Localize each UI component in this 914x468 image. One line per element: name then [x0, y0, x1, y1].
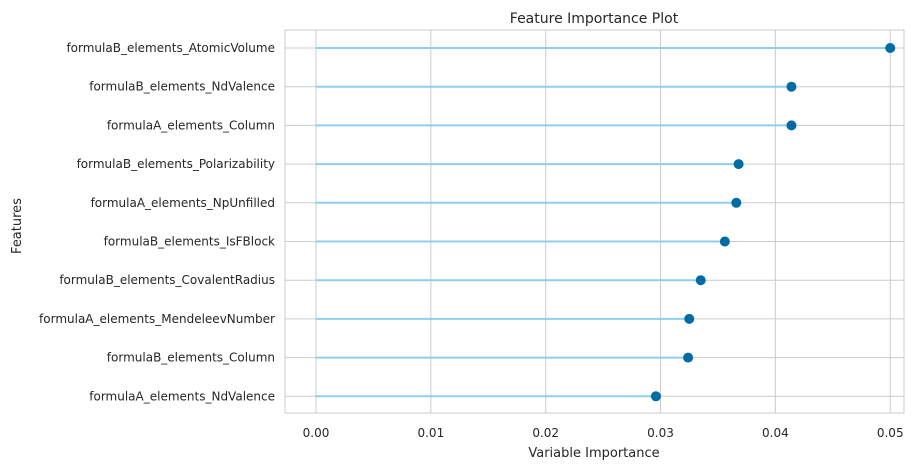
y-tick-label: formulaA_elements_Column [107, 118, 275, 132]
marks-layer [316, 43, 896, 402]
x-tick-label: 0.05 [877, 426, 904, 440]
importance-marker [731, 197, 742, 208]
importance-marker [719, 236, 730, 247]
importance-marker [885, 43, 896, 53]
x-tick-labels: 0.00 0.01 0.02 0.03 0.04 0.05 [303, 426, 904, 440]
importance-marker [786, 81, 797, 92]
y-tick-label: formulaB_elements_NdValence [89, 80, 275, 94]
importance-marker [683, 352, 694, 363]
importance-marker [650, 391, 661, 402]
x-axis-label: Variable Importance [528, 446, 659, 461]
importance-marker [733, 159, 744, 170]
importance-marker [684, 313, 695, 324]
x-tick-label: 0.03 [647, 426, 674, 440]
y-tick-labels: formulaB_elements_AtomicVolume formulaB_e… [39, 41, 275, 403]
importance-marker [786, 120, 797, 131]
y-tick-label: formulaB_elements_IsFBlock [104, 235, 275, 249]
y-tick-label: formulaA_elements_MendeleevNumber [39, 312, 275, 326]
importance-marker [695, 275, 706, 286]
y-tick-label: formulaB_elements_AtomicVolume [66, 41, 275, 55]
y-tick-label: formulaA_elements_NpUnfilled [91, 196, 275, 210]
y-tick-label: formulaB_elements_Column [107, 351, 275, 365]
y-axis-label: Features [10, 198, 25, 254]
y-tick-label: formulaB_elements_CovalentRadius [59, 273, 275, 287]
x-tick-label: 0.01 [417, 426, 444, 440]
x-tick-label: 0.02 [532, 426, 559, 440]
y-tick-label: formulaB_elements_Polarizability [77, 157, 275, 171]
x-tick-label: 0.00 [303, 426, 330, 440]
x-tick-label: 0.04 [762, 426, 789, 440]
y-tick-label: formulaA_elements_NdValence [89, 389, 275, 403]
chart-title: Feature Importance Plot [510, 11, 679, 27]
plot-frame [284, 29, 905, 414]
